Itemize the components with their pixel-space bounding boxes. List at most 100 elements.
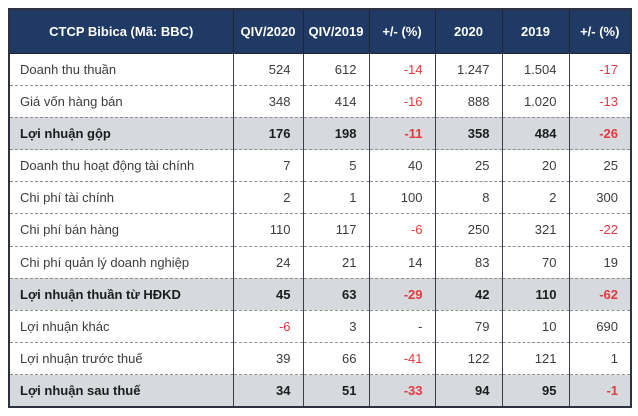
cell-value: 39 [233,342,304,376]
table-row: Chi phí quản lý doanh nghiệp 24 21 14 83 70 19 [9,246,631,279]
cell-value: 21 [303,246,370,279]
table-row: Lợi nhuận trước thuế 39 66 -41 122 121 1 [9,342,631,376]
header-year-change-pct: +/- (%) [569,9,631,54]
row-label: Chi phí quản lý doanh nghiệp [9,246,234,279]
cell-value: 612 [303,53,370,86]
cell-value: -33 [369,374,436,407]
cell-value: 20 [502,149,570,183]
cell-value: 110 [502,278,570,311]
table-row: Doanh thu hoạt động tài chính 7 5 40 25 20 25 [9,149,631,183]
bibica-income-statement: CTCP Bibica (Mã: BBC) QIV/2020 QIV/2019 … [8,8,632,408]
cell-value: 1.020 [502,85,570,118]
cell-value: -41 [369,342,436,376]
table-row: Lợi nhuận thuần từ HĐKD 45 63 -29 42 110 -62 [9,278,631,311]
cell-value: - [369,310,436,344]
table-row: Lợi nhuận khác -6 3-79 10 690 [9,310,631,344]
row-label: Doanh thu thuần [9,53,234,86]
cell-value: 40 [369,149,436,183]
cell-value: 484 [502,117,570,151]
cell-value: 25 [569,149,631,183]
cell-value: 7 [233,149,304,183]
cell-value: 117 [303,213,370,247]
row-label: Lợi nhuận khác [9,310,234,344]
cell-value: 14 [369,246,436,279]
cell-value: 176 [233,117,304,151]
cell-value: 100 [369,181,436,215]
cell-value: 3 [303,310,370,344]
row-label: Lợi nhuận gộp [9,117,234,151]
cell-value: -11 [369,117,436,151]
cell-value: 1.247 [435,53,503,86]
cell-value: 321 [502,213,570,247]
table-row: Doanh thu thuần 524 612 -14 1.247 1.504 -17 [9,53,631,86]
cell-value: 70 [502,246,570,279]
cell-value: 42 [435,278,503,311]
row-label: Giá vốn hàng bán [9,85,234,118]
row-label: Chi phí tài chính [9,181,234,215]
row-label: Chi phí bán hàng [9,213,234,247]
row-label: Lợi nhuận thuần từ HĐKD [9,278,234,311]
table-header: CTCP Bibica (Mã: BBC) QIV/2020 QIV/2019 … [9,9,631,54]
cell-value: 2 [233,181,304,215]
cell-value: 2 [502,181,570,215]
header-year-2020: 2020 [435,9,503,54]
cell-value: -1 [569,374,631,407]
cell-value: 10 [502,310,570,344]
cell-value: 1 [303,181,370,215]
cell-value: 94 [435,374,503,407]
cell-value: 1 [569,342,631,376]
cell-value: 45 [233,278,304,311]
cell-value: 888 [435,85,503,118]
cell-value: 250 [435,213,503,247]
cell-value: 63 [303,278,370,311]
cell-value: 79 [435,310,503,344]
cell-value: -14 [369,53,436,86]
cell-value: -26 [569,117,631,151]
header-row: CTCP Bibica (Mã: BBC) QIV/2020 QIV/2019 … [9,9,631,54]
cell-value: -22 [569,213,631,247]
financial-results-table: CTCP Bibica (Mã: BBC) QIV/2020 QIV/2019 … [8,8,632,408]
cell-value: 25 [435,149,503,183]
cell-value: 51 [303,374,370,407]
cell-value: 83 [435,246,503,279]
cell-value: 414 [303,85,370,118]
cell-value: 348 [233,85,304,118]
cell-value: 66 [303,342,370,376]
cell-value: -13 [569,85,631,118]
cell-value: 198 [303,117,370,151]
header-qiv-2019: QIV/2019 [303,9,370,54]
cell-value: 690 [569,310,631,344]
cell-value: 121 [502,342,570,376]
table-row: Lợi nhuận sau thuế 34 51 -33 94 95 -1 [9,374,631,407]
cell-value: -62 [569,278,631,311]
table-body: Doanh thu thuần 524 612 -14 1.247 1.504 -17 Giá… [9,53,631,407]
cell-value: -29 [369,278,436,311]
cell-value: -16 [369,85,436,118]
table-row: Lợi nhuận gộp 176 198 -11 358 484 -26 [9,117,631,151]
cell-value: -6 [369,213,436,247]
cell-value: 300 [569,181,631,215]
cell-value: 34 [233,374,304,407]
header-qiv-2020: QIV/2020 [233,9,304,54]
cell-value: 524 [233,53,304,86]
row-label: Lợi nhuận sau thuế [9,374,234,407]
cell-value: 95 [502,374,570,407]
header-year-2019: 2019 [502,9,570,54]
cell-value: 122 [435,342,503,376]
header-quarter-change-pct: +/- (%) [369,9,436,54]
cell-value: 19 [569,246,631,279]
cell-value: -17 [569,53,631,86]
table-row: Giá vốn hàng bán 348 414 -16 888 1.020 -13 [9,85,631,118]
cell-value: 24 [233,246,304,279]
row-label: Doanh thu hoạt động tài chính [9,149,234,183]
cell-value: 110 [233,213,304,247]
header-company: CTCP Bibica (Mã: BBC) [9,9,234,54]
cell-value: 8 [435,181,503,215]
table-row: Chi phí bán hàng 110 117 -6 250 321 -22 [9,213,631,247]
cell-value: 358 [435,117,503,151]
cell-value: -6 [233,310,304,344]
cell-value: 5 [303,149,370,183]
table-row: Chi phí tài chính 2 1 100 8 2 300 [9,181,631,215]
cell-value: 1.504 [502,53,570,86]
row-label: Lợi nhuận trước thuế [9,342,234,376]
